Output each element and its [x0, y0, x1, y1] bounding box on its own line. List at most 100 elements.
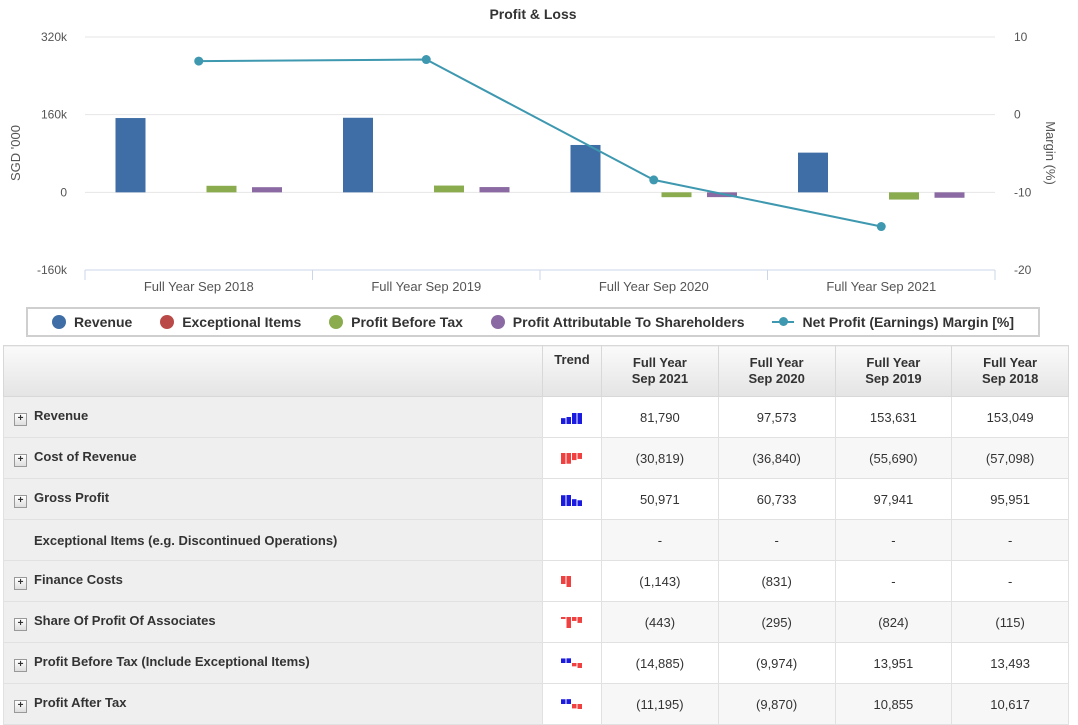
trend-bar	[566, 494, 571, 506]
expand-plus-icon[interactable]: +	[14, 659, 27, 672]
trend-cell	[542, 478, 602, 520]
expand-plus-icon[interactable]: +	[14, 700, 27, 713]
value-cell: -	[834, 560, 953, 602]
trend-bar	[566, 575, 571, 587]
chart-legend: Revenue Exceptional Items Profit Before Ta…	[26, 307, 1040, 337]
row-label-cell: + Share Of Profit Of Associates	[3, 601, 543, 643]
trend-bar	[566, 698, 571, 704]
value-cell: (824)	[834, 601, 953, 643]
table-row: Exceptional Items (e.g. Discontinued Ope…	[3, 519, 1069, 561]
value-cell: 10,617	[951, 683, 1069, 725]
legend-label: Profit Before Tax	[351, 314, 463, 330]
value-cell: (55,690)	[834, 437, 953, 479]
bar-profit-before-tax	[434, 185, 464, 193]
value-cell: 50,971	[601, 478, 719, 520]
bar-profit-before-tax	[889, 192, 919, 200]
trend-bar	[566, 416, 571, 424]
trend-sparkline	[561, 494, 582, 506]
row-label-cell: + Profit After Tax	[3, 683, 543, 725]
legend-item[interactable]: Revenue	[51, 314, 133, 330]
trend-bar	[566, 452, 571, 464]
expand-plus-icon[interactable]: +	[14, 454, 27, 467]
trend-bar	[561, 452, 566, 464]
value-cell: (9,974)	[717, 642, 836, 684]
trend-cell	[542, 519, 602, 561]
table-row: + Cost of Revenue (30,819) (36,840) (55,690)…	[3, 437, 1069, 479]
legend-label: Revenue	[73, 314, 133, 330]
trend-bar	[572, 662, 577, 667]
value-cell: 81,790	[601, 396, 719, 438]
bar-profit-attributable-to-shareholders	[934, 192, 965, 198]
row-label-cell: + Profit Before Tax (Include Exceptional …	[3, 642, 543, 684]
legend-item[interactable]: Net Profit (Earnings) Margin [%]	[772, 314, 1014, 330]
legend-item[interactable]: Exceptional Items	[160, 314, 301, 330]
value-cell: (9,870)	[717, 683, 836, 725]
row-label-cell: Exceptional Items (e.g. Discontinued Ope…	[3, 519, 543, 561]
trend-sparkline	[561, 452, 582, 464]
y-tick-label: 320k	[41, 30, 68, 44]
header-col-2021: Full Year Sep 2021	[601, 345, 719, 397]
legend-label: Exceptional Items	[182, 314, 302, 330]
trend-cell	[542, 396, 602, 438]
trend-cell	[542, 642, 602, 684]
trend-bar	[561, 417, 566, 424]
header-label-cell	[3, 345, 543, 397]
y2-tick-label: -10	[1014, 185, 1032, 199]
header-col-2019: Full Year Sep 2019	[834, 345, 953, 397]
trend-sparkline	[561, 575, 571, 587]
trend-cell	[542, 683, 602, 725]
expand-plus-icon[interactable]: +	[14, 618, 27, 631]
trend-bar	[561, 699, 566, 704]
margin-point	[194, 56, 204, 66]
margin-line	[198, 58, 882, 228]
value-cell: 60,733	[717, 478, 836, 520]
value-cell: 153,631	[834, 396, 953, 438]
trend-cell	[542, 437, 602, 479]
pl-table: Trend Full Year Sep 2021 Full Year Sep 202…	[3, 345, 1069, 725]
table-header-row: Trend Full Year Sep 2021 Full Year Sep 202…	[3, 345, 1069, 397]
margin-point	[649, 175, 659, 185]
legend-line-marker	[772, 317, 795, 326]
value-cell: (36,840)	[717, 437, 836, 479]
value-cell: (443)	[601, 601, 719, 643]
trend-bar	[577, 662, 582, 668]
trend-bar	[566, 658, 571, 663]
legend-item[interactable]: Profit Attributable To Shareholders	[490, 314, 745, 330]
legend-dot-marker	[51, 315, 66, 329]
y2-tick-label: 0	[1014, 108, 1021, 122]
row-label: Profit Before Tax (Include Exceptional I…	[34, 654, 310, 669]
table-row: + Gross Profit 50,971 60,733 97,941 95,951	[3, 478, 1069, 520]
table-row: + Revenue 81,790 97,573 153,631 153,049	[3, 396, 1069, 438]
expand-plus-icon[interactable]: +	[14, 495, 27, 508]
legend-item[interactable]: Profit Before Tax	[329, 314, 463, 330]
value-cell: (831)	[717, 560, 836, 602]
trend-bar	[566, 616, 571, 628]
legend-label: Net Profit (Earnings) Margin [%]	[802, 314, 1015, 330]
legend-label: Profit Attributable To Shareholders	[512, 314, 745, 330]
row-label-cell: + Revenue	[3, 396, 543, 438]
expand-plus-icon[interactable]: +	[14, 577, 27, 590]
value-cell: 95,951	[951, 478, 1069, 520]
value-cell: -	[951, 560, 1069, 602]
trend-bar	[561, 658, 566, 663]
trend-bar	[572, 498, 577, 506]
legend-dot-marker	[329, 315, 344, 329]
trend-bar	[561, 575, 566, 584]
x-tick-label: Full Year Sep 2021	[826, 279, 936, 294]
y2-axis-label: Margin (%)	[1043, 121, 1058, 185]
profit-loss-chart: Profit & Loss SGD '000 Margin (%) 320k 16…	[8, 6, 1058, 294]
value-cell: 10,855	[834, 683, 953, 725]
bar-profit-before-tax	[661, 192, 692, 198]
expand-plus-icon[interactable]: +	[14, 413, 27, 426]
value-cell: -	[601, 519, 719, 561]
value-cell: (295)	[717, 601, 836, 643]
y-tick-label: -160k	[37, 263, 68, 277]
header-col-2018: Full Year Sep 2018	[951, 345, 1069, 397]
value-cell: (30,819)	[601, 437, 719, 479]
table-row: + Profit Before Tax (Include Exceptional …	[3, 642, 1069, 684]
bar-profit-attributable-to-shareholders	[479, 187, 510, 193]
y-axis-label: SGD '000	[8, 125, 23, 181]
value-cell: -	[834, 519, 953, 561]
x-tick-label: Full Year Sep 2020	[599, 279, 709, 294]
value-cell: (11,195)	[601, 683, 719, 725]
